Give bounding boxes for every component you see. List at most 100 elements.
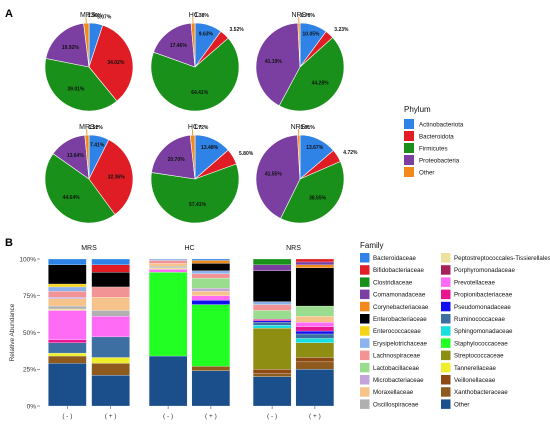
bar-segment-clostridiaceae xyxy=(252,258,292,266)
bar-segment-moraxellaceae xyxy=(48,298,87,307)
x-tick-label: ( - ) xyxy=(163,413,173,420)
pie-slice-other xyxy=(190,22,196,68)
legend-key-streptococcaceae xyxy=(441,350,451,361)
legend-key-pseudomonadaceae xyxy=(441,301,451,312)
pie-label-firmicutes: 64.41% xyxy=(191,90,209,96)
y-tick-label: 0% xyxy=(27,403,37,410)
bar-segment-bacteroidaceae xyxy=(48,258,87,266)
bar-hc-plus xyxy=(191,258,231,407)
legend-label-staphylococcaceae: Staphylococcaceae xyxy=(454,340,508,347)
pie-label-actinobacteriota: 5.07% xyxy=(97,14,112,20)
bar-segment-erysipelotrichaceae xyxy=(191,270,231,274)
legend-label-other: Other xyxy=(454,401,469,408)
legend-label-porphyromonadaceae: Porphyromonadaceae xyxy=(454,267,515,274)
legend-key-tannerellaceae xyxy=(441,362,451,373)
bar-nrs-plus xyxy=(295,258,335,407)
bar-segment-prevotellaceae xyxy=(148,269,188,273)
legend-label-corynebacteriaceae: Corynebacteriaceae xyxy=(373,304,429,311)
pie-label-actinobacteriota: 13.67% xyxy=(306,145,324,151)
bar-segment-lachnospiraceae xyxy=(148,260,188,264)
facet-hc: HC ( - ) ( + ) xyxy=(148,245,231,420)
bar-segment-comamonadaceae xyxy=(252,264,292,271)
pie-label-bacteroidota: 3.52% xyxy=(230,27,245,33)
pie-charts-group: MRS- 5.07% 34.02% 39.01% 19.92% 1.96% HC- 9.63%… xyxy=(44,12,358,224)
legend-key-bacteroidaceae xyxy=(360,253,370,263)
pie-label-bacteroidota: 34.02% xyxy=(107,60,125,66)
bar-segment-xanthobacteraceae xyxy=(252,373,292,377)
bar-segment-streptococcaceae xyxy=(295,342,335,358)
bar-segment-xanthobacteraceae xyxy=(48,355,87,364)
bar-nrs-minus xyxy=(252,258,292,407)
legend-label-lachnospiraceae: Lachnospiraceae xyxy=(373,353,421,360)
bar-segment-enterobacteriaceae xyxy=(295,267,335,307)
pie-label-other: 0.78% xyxy=(301,13,316,19)
pie-slice-bacteroidota xyxy=(88,24,134,102)
bar-segment-peptostreptococcales-tissierellales xyxy=(148,267,188,270)
bar-segment-bifidobacteriaceae xyxy=(295,258,335,263)
pie-label-firmicutes: 44.64% xyxy=(63,195,81,201)
pie-slice-proteobacteria xyxy=(255,134,301,219)
legend-label-other: Other xyxy=(419,170,434,177)
x-tick-label: ( + ) xyxy=(105,413,117,420)
legend-label-bacteroidota: Bacteroidota xyxy=(419,134,454,141)
facet-title: MRS xyxy=(81,245,97,252)
bar-segment-prevotellaceae xyxy=(191,295,231,301)
bar-segment-pseudomonadaceae xyxy=(252,320,292,323)
legend-title: Family xyxy=(360,241,384,250)
bar-segment-bifidobacteriaceae xyxy=(91,264,130,273)
legend-label-firmicutes: Firmicutes xyxy=(419,146,448,153)
bar-segment-erysipelotrichaceae xyxy=(252,301,292,305)
pie-nrs: NRS+ 13.67% 4.72% 38.55% 41.55% 0.91% xyxy=(255,124,358,224)
pie-slice-firmicutes xyxy=(44,153,116,224)
legend-label-tannerellaceae: Tannerellaceae xyxy=(454,365,497,372)
pie-slice-proteobacteria xyxy=(255,22,301,107)
bar-segment-tannerellaceae xyxy=(91,357,130,364)
legend-label-xanthobacteraceae: Xanthobacteraceae xyxy=(454,389,508,396)
legend-key-corynebacteriaceae xyxy=(360,301,370,312)
legend-key-xanthobacteraceae xyxy=(441,387,451,397)
legend-key-firmicutes xyxy=(404,143,414,153)
bar-segment-bacteroidaceae xyxy=(191,258,231,261)
bar-segment-pseudomonadaceae xyxy=(295,330,335,335)
legend-key-bifidobacteriaceae xyxy=(360,265,370,275)
pie-title: MRS+ xyxy=(79,124,99,131)
bar-segment-enterococcaceae xyxy=(48,283,87,288)
bar-segment-oscillospiraceae xyxy=(48,305,87,310)
legend-key-propionibacteriaceae xyxy=(441,289,451,300)
legend-key-sphingomonadaceae xyxy=(441,326,451,336)
x-tick-label: ( + ) xyxy=(205,413,217,420)
pie-title: NRS- xyxy=(291,12,309,19)
bar-segment-other xyxy=(295,369,335,407)
panel-label-a: A xyxy=(5,8,13,20)
bar-segment-other xyxy=(252,376,292,407)
bar-segment-staphylococcaceae xyxy=(148,272,188,357)
bar-segment-moraxellaceae xyxy=(295,316,335,323)
pie-label-actinobacteriota: 13.48% xyxy=(201,145,219,151)
pie-label-actinobacteriota: 7.41% xyxy=(90,143,105,149)
legend-key-staphylococcaceae xyxy=(441,338,451,348)
legend-key-veillonellaceae xyxy=(441,375,451,385)
bar-segment-propionibacteriaceae xyxy=(48,339,87,343)
pie-slice-firmicutes xyxy=(150,37,240,112)
legend-key-other xyxy=(441,399,451,409)
legend-label-bifidobacteriaceae: Bifidobacteriaceae xyxy=(373,267,424,274)
stacked-bar-chart: 0% 25% 50% 75% 100% Relative Abundance MRS ( - … xyxy=(9,245,335,420)
bar-segment-moraxellaceae xyxy=(148,263,188,267)
legend-label-actinobacteriota: Actinobacteriota xyxy=(419,122,464,129)
legend-key-clostridiaceae xyxy=(360,277,370,287)
pie-label-bacteroidota: 32.36% xyxy=(108,175,126,181)
legend-label-streptococcaceae: Streptococcaceae xyxy=(454,353,504,360)
pie-hc: HC- 9.63% 3.52% 64.41% 17.46% 1.38% xyxy=(150,12,245,112)
bar-mrs-minus xyxy=(48,258,87,407)
pie-slice-firmicutes xyxy=(280,161,345,224)
bar-segment-ruminococcaceae xyxy=(252,322,292,326)
legend-key-comamonadaceae xyxy=(360,289,370,300)
pie-title: HC- xyxy=(189,12,202,19)
legend-key-moraxellaceae xyxy=(360,387,370,397)
bar-segment-microbacteriaceae xyxy=(191,288,231,292)
bar-segment-peptostreptococcales-tissierellales xyxy=(48,308,87,311)
pie-label-proteobacteria: 17.46% xyxy=(170,43,188,49)
pie-label-proteobacteria: 13.64% xyxy=(67,153,85,159)
legend-label-comamonadaceae: Comamonadaceae xyxy=(373,292,426,299)
